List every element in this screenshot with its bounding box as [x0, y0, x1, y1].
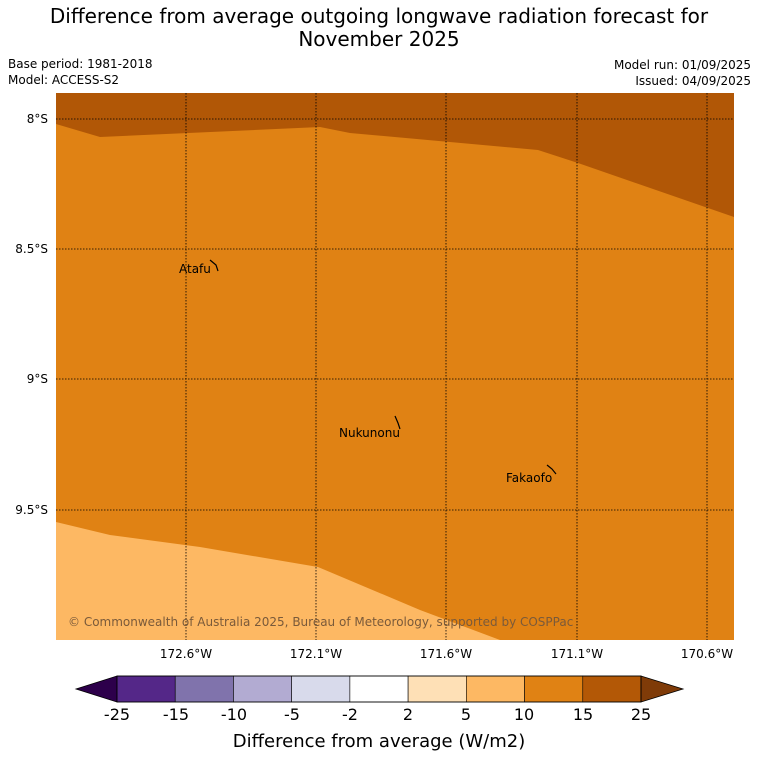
- colorbar: -25 -15 -10 -5 -2 2 5 10 15 25 Differenc…: [74, 675, 685, 752]
- lon-label: 171.6°W: [420, 647, 472, 661]
- band-15-25: [56, 93, 734, 217]
- colorbar-ticks: -25 -15 -10 -5 -2 2 5 10 15 25: [104, 705, 651, 724]
- colorbar-under-arrow: [74, 675, 118, 703]
- meta-left: Base period: 1981-2018 Model: ACCESS-S2: [8, 56, 153, 88]
- meta-right: Model run: 01/09/2025 Issued: 04/09/2025: [614, 57, 751, 89]
- place-label-fakaofo: Fakaofo: [506, 471, 552, 485]
- colorbar-tick: 15: [573, 705, 593, 724]
- lat-label: 9.5°S: [15, 503, 48, 517]
- lon-label: 170.6°W: [681, 647, 733, 661]
- copyright-notice: © Commonwealth of Australia 2025, Bureau…: [68, 615, 573, 629]
- colorbar-swatch: [524, 675, 584, 703]
- lat-labels: 8°S 8.5°S 9°S 9.5°S: [15, 112, 48, 517]
- colorbar-tick: -5: [284, 705, 300, 724]
- band-5-10: [56, 522, 500, 640]
- colorbar-swatch: [116, 675, 176, 703]
- atafu-atoll: [209, 259, 219, 272]
- lat-label: 8°S: [27, 112, 48, 126]
- model-name: Model: ACCESS-S2: [8, 73, 120, 87]
- colorbar-swatches: [116, 675, 642, 703]
- colorbar-swatch: [291, 675, 351, 703]
- model-run: Model run: 01/09/2025: [613, 58, 751, 72]
- nukunonu-atoll: [394, 415, 401, 430]
- colorbar-over-arrow: [640, 675, 685, 703]
- issued-date: Issued: 04/09/2025: [635, 74, 751, 88]
- colorbar-tick: 2: [403, 705, 413, 724]
- fakaofo-atoll: [546, 464, 557, 475]
- title-line-2: November 2025: [298, 27, 460, 51]
- lat-label: 8.5°S: [15, 242, 48, 256]
- place-label-atafu: Atafu: [179, 262, 211, 276]
- base-period: Base period: 1981-2018: [8, 57, 153, 71]
- place-label-nukunonu: Nukunonu: [339, 426, 400, 440]
- colorbar-tick: -25: [104, 705, 130, 724]
- colorbar-swatch: [582, 675, 642, 703]
- lat-label: 9°S: [27, 372, 48, 386]
- colorbar-swatch: [349, 675, 409, 703]
- colorbar-tick: 5: [461, 705, 471, 724]
- colorbar-swatch: [466, 675, 525, 703]
- atoll-outlines: [209, 259, 557, 475]
- lon-labels: 172.6°W 172.1°W 171.6°W 171.1°W 170.6°W: [160, 647, 733, 661]
- colorbar-swatch: [233, 675, 292, 703]
- colorbar-label: Difference from average (W/m2): [233, 731, 525, 752]
- lon-label: 172.1°W: [290, 647, 342, 661]
- lon-label: 172.6°W: [160, 647, 212, 661]
- chart-title: Difference from average outgoing longwav…: [0, 5, 758, 51]
- colorbar-swatch: [174, 675, 234, 703]
- colorbar-tick: 25: [631, 705, 651, 724]
- lon-label: 171.1°W: [551, 647, 603, 661]
- title-line-1: Difference from average outgoing longwav…: [49, 4, 709, 28]
- colorbar-swatch: [407, 675, 467, 703]
- colorbar-tick: -15: [163, 705, 189, 724]
- colorbar-frame: [116, 675, 642, 703]
- colorbar-tick: -10: [221, 705, 247, 724]
- map-area: [56, 93, 734, 640]
- graticule: [56, 93, 734, 640]
- colorbar-tick: -2: [342, 705, 358, 724]
- colorbar-tick: 10: [514, 705, 534, 724]
